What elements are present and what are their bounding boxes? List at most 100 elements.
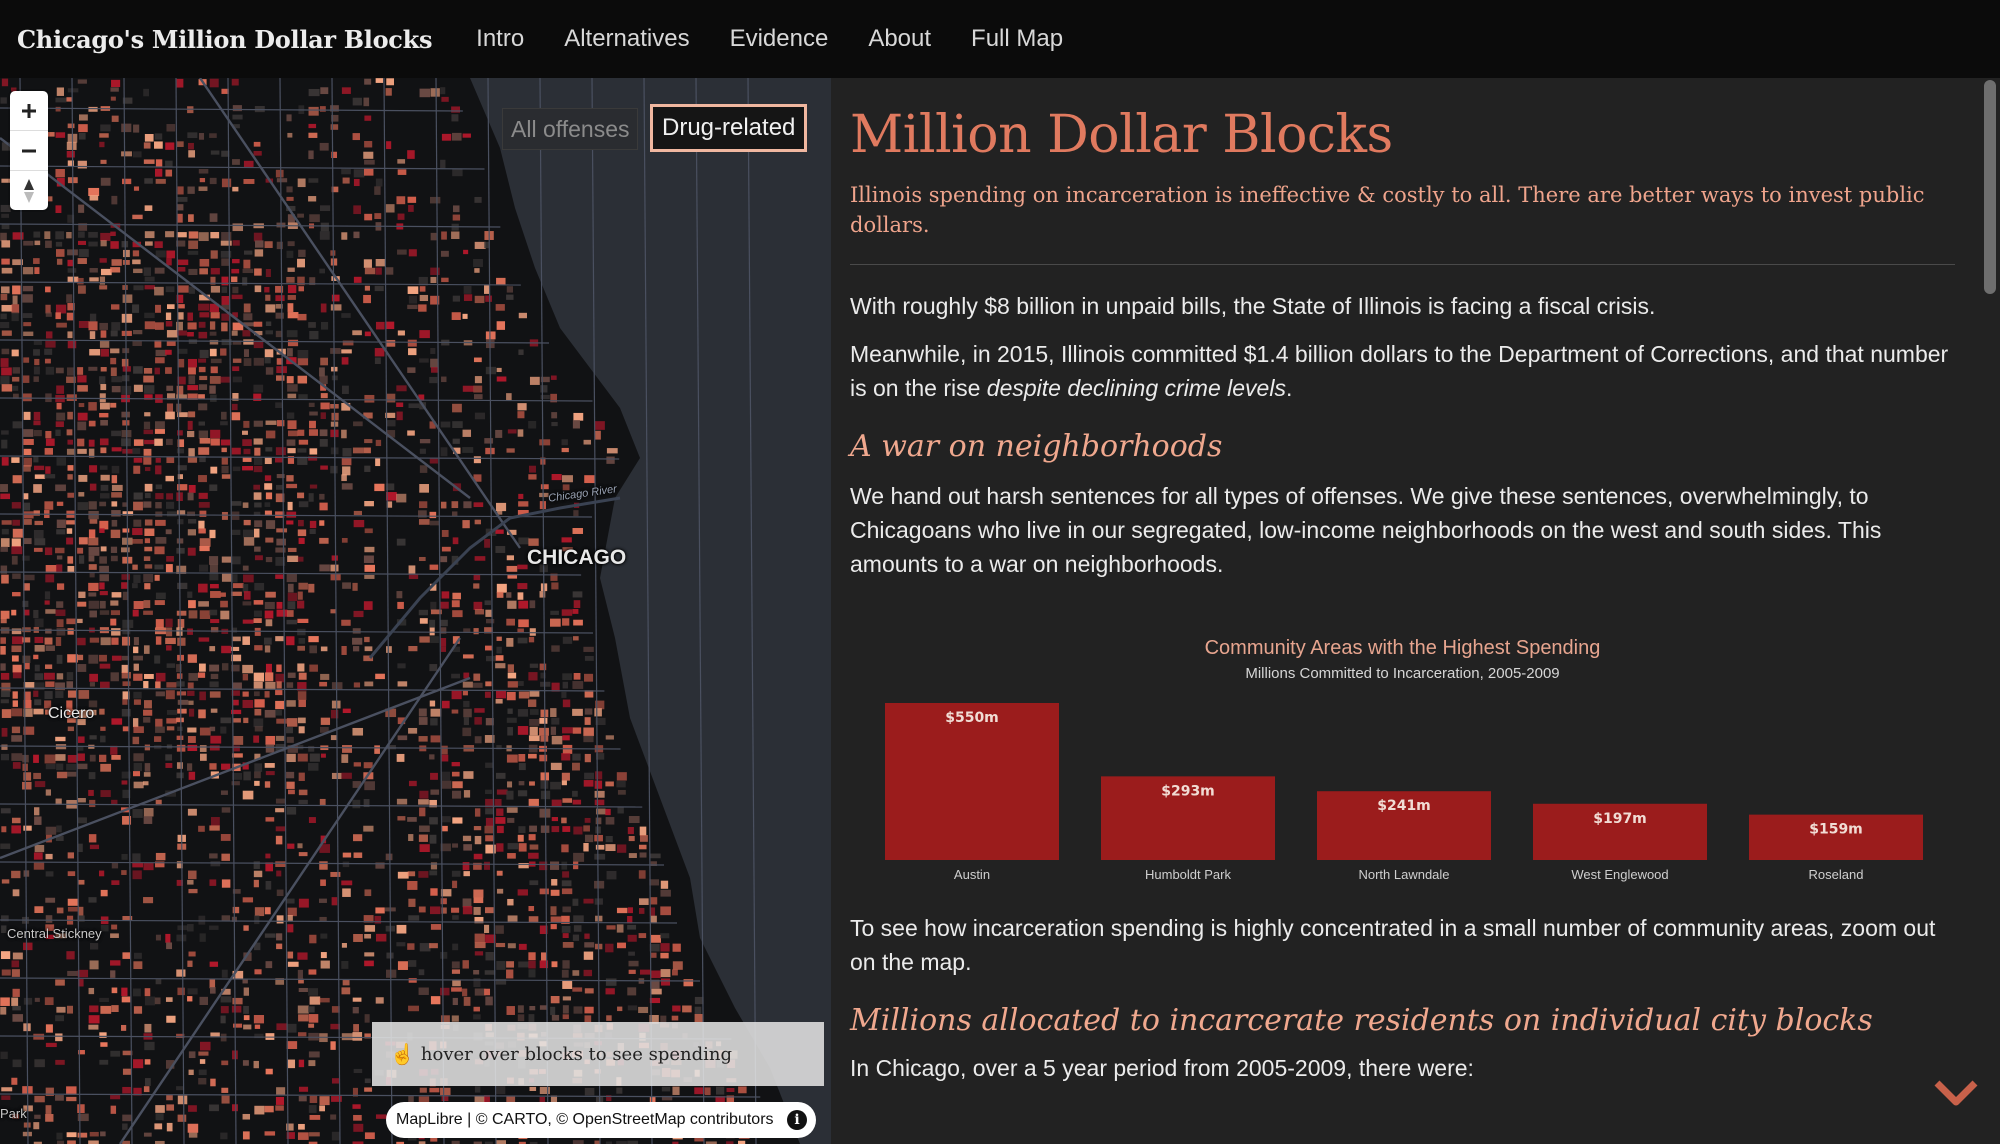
map-block[interactable] bbox=[275, 798, 286, 804]
map-block[interactable] bbox=[89, 313, 97, 322]
map-block[interactable] bbox=[561, 880, 572, 887]
map-block[interactable] bbox=[198, 430, 209, 439]
map-block[interactable] bbox=[34, 844, 45, 853]
map-block[interactable] bbox=[496, 277, 506, 285]
map-block[interactable] bbox=[22, 267, 34, 275]
map-block[interactable] bbox=[1, 457, 9, 466]
map-block[interactable] bbox=[111, 862, 119, 869]
map-block[interactable] bbox=[133, 492, 143, 500]
map-block[interactable] bbox=[110, 970, 116, 978]
map-block[interactable] bbox=[495, 772, 506, 779]
map-block[interactable] bbox=[276, 1087, 286, 1095]
map-block[interactable] bbox=[67, 726, 74, 732]
map-block[interactable] bbox=[144, 519, 153, 526]
map-block[interactable] bbox=[221, 763, 231, 770]
map-block[interactable] bbox=[506, 969, 514, 979]
map-block[interactable] bbox=[176, 762, 183, 769]
map-block[interactable] bbox=[23, 691, 31, 701]
map-block[interactable] bbox=[188, 214, 194, 222]
map-block[interactable] bbox=[364, 465, 371, 472]
map-block[interactable] bbox=[484, 645, 493, 651]
map-block[interactable] bbox=[177, 484, 188, 491]
map-block[interactable] bbox=[155, 672, 166, 682]
map-block[interactable] bbox=[496, 825, 504, 834]
map-block[interactable] bbox=[209, 763, 217, 770]
map-block[interactable] bbox=[133, 366, 143, 374]
map-block[interactable] bbox=[287, 267, 295, 272]
map-block[interactable] bbox=[143, 556, 151, 561]
map-block[interactable] bbox=[375, 321, 385, 330]
map-block[interactable] bbox=[33, 547, 43, 552]
map-block[interactable] bbox=[265, 430, 276, 439]
map-block[interactable] bbox=[232, 466, 241, 472]
map-block[interactable] bbox=[342, 582, 352, 589]
map-block[interactable] bbox=[309, 529, 316, 535]
map-block[interactable] bbox=[320, 726, 329, 733]
map-block[interactable] bbox=[133, 646, 139, 654]
map-block[interactable] bbox=[220, 726, 227, 734]
nav-link-intro[interactable]: Intro bbox=[476, 25, 525, 52]
map-block[interactable] bbox=[111, 880, 120, 885]
map-block[interactable] bbox=[419, 438, 431, 444]
map-block[interactable] bbox=[529, 880, 539, 886]
map-block[interactable] bbox=[254, 780, 260, 786]
map-block[interactable] bbox=[1, 969, 11, 976]
map-block[interactable] bbox=[243, 160, 254, 168]
map-block[interactable] bbox=[463, 628, 471, 633]
map-block[interactable] bbox=[517, 790, 528, 797]
map-block[interactable] bbox=[23, 772, 32, 781]
map-block[interactable] bbox=[11, 969, 20, 977]
map-block[interactable] bbox=[551, 817, 559, 822]
map-block[interactable] bbox=[34, 699, 42, 706]
map-block[interactable] bbox=[286, 807, 297, 815]
map-block[interactable] bbox=[528, 672, 538, 681]
map-block[interactable] bbox=[682, 1005, 692, 1013]
map-block[interactable] bbox=[56, 601, 64, 608]
map-block[interactable] bbox=[462, 727, 472, 737]
map-block[interactable] bbox=[451, 690, 462, 700]
map-block[interactable] bbox=[99, 412, 109, 418]
map-block[interactable] bbox=[286, 276, 295, 283]
map-block[interactable] bbox=[397, 159, 406, 164]
map-block[interactable] bbox=[485, 366, 497, 375]
map-block[interactable] bbox=[430, 636, 439, 644]
map-block[interactable] bbox=[154, 546, 165, 555]
map-block[interactable] bbox=[67, 628, 74, 635]
map-block[interactable] bbox=[88, 366, 98, 371]
map-block[interactable] bbox=[473, 357, 482, 363]
map-block[interactable] bbox=[187, 996, 193, 1002]
map-block[interactable] bbox=[562, 699, 571, 708]
map-block[interactable] bbox=[111, 430, 122, 437]
map-block[interactable] bbox=[199, 294, 210, 301]
zoom-in-button[interactable] bbox=[10, 91, 48, 131]
map-block[interactable] bbox=[177, 637, 186, 646]
map-block[interactable] bbox=[67, 340, 77, 349]
map-block[interactable] bbox=[88, 231, 98, 238]
map-block[interactable] bbox=[220, 790, 228, 795]
map-block[interactable] bbox=[440, 421, 451, 428]
map-block[interactable] bbox=[649, 853, 661, 859]
map-block[interactable] bbox=[209, 564, 218, 573]
map-block[interactable] bbox=[462, 906, 473, 915]
map-block[interactable] bbox=[474, 1095, 485, 1105]
map-block[interactable] bbox=[242, 457, 252, 462]
map-block[interactable] bbox=[342, 340, 354, 346]
map-block[interactable] bbox=[177, 519, 184, 525]
map-block[interactable] bbox=[253, 321, 263, 327]
map-block[interactable] bbox=[11, 825, 22, 834]
map-block[interactable] bbox=[111, 447, 122, 452]
map-block[interactable] bbox=[209, 484, 218, 491]
map-block[interactable] bbox=[44, 501, 54, 510]
map-block[interactable] bbox=[264, 691, 270, 698]
map-block[interactable] bbox=[440, 87, 446, 95]
map-block[interactable] bbox=[33, 1141, 42, 1144]
map-block[interactable] bbox=[473, 906, 481, 915]
map-block[interactable] bbox=[551, 879, 558, 886]
map-block[interactable] bbox=[495, 304, 505, 311]
map-block[interactable] bbox=[429, 664, 438, 672]
map-block[interactable] bbox=[221, 645, 232, 654]
map-block[interactable] bbox=[374, 483, 385, 492]
map-block[interactable] bbox=[242, 699, 254, 708]
chart-bar[interactable] bbox=[1101, 776, 1275, 860]
map-block[interactable] bbox=[221, 1060, 229, 1066]
